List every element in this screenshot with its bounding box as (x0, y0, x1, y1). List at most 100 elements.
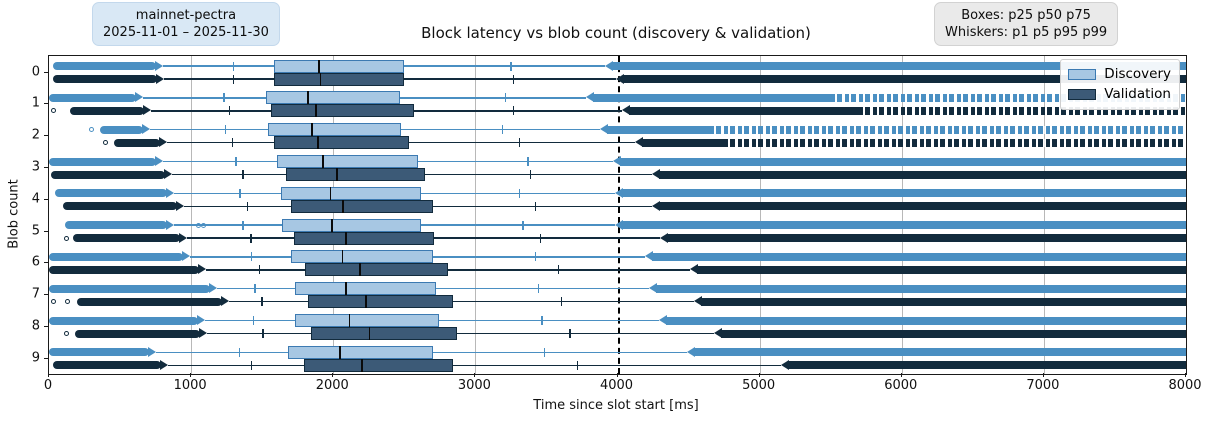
p5-cap-discovery-blob6 (250, 252, 253, 262)
low-outlier-band-validation-blob7 (77, 297, 223, 306)
y-tickmark-2 (44, 135, 48, 137)
p1-arrow-validation-blob8 (199, 328, 208, 339)
p95-cap-validation-blob0 (513, 74, 515, 84)
p99-arrow-validation-blob8 (714, 328, 723, 339)
y-tickmark-1 (44, 103, 48, 105)
box-discovery-blob9 (287, 345, 433, 359)
p1-arrow-discovery-blob3 (155, 156, 164, 167)
y-ticklabel-8: 8 (31, 318, 40, 334)
outlier-dot-discovery-blob8-0 (59, 318, 65, 324)
high-outlier-band-discovery-blob2 (607, 125, 710, 134)
outlier-dot-discovery-blob2-0 (89, 127, 95, 133)
high-outlier-band-discovery-blob8 (665, 316, 1186, 325)
median-validation-blob8 (368, 327, 371, 341)
p1-arrow-discovery-blob2 (141, 124, 150, 135)
p5-cap-validation-blob3 (242, 170, 244, 180)
low-outlier-band-discovery-blob4 (55, 189, 168, 198)
y-tickmark-0 (44, 71, 48, 73)
p95-cap-validation-blob1 (513, 106, 515, 116)
median-discovery-blob8 (348, 314, 351, 328)
high-outlier-band-validation-blob9 (787, 361, 1186, 370)
low-outlier-band-discovery-blob8 (49, 316, 199, 325)
p1-arrow-discovery-blob5 (166, 219, 175, 230)
box-validation-blob9 (304, 358, 454, 372)
p5-cap-discovery-blob1 (223, 93, 225, 103)
y-tickmark-7 (44, 294, 48, 296)
median-validation-blob0 (319, 72, 322, 86)
p95-cap-validation-blob5 (540, 233, 542, 243)
box-validation-blob5 (294, 231, 435, 245)
p99-arrow-discovery-blob9 (687, 346, 696, 357)
p5-cap-validation-blob2 (231, 138, 234, 148)
p99-arrow-discovery-blob3 (613, 156, 622, 167)
high-outlier-band-discovery-blob1 (593, 93, 831, 102)
dataset-name: mainnet-pectra (135, 8, 237, 23)
x-axis-label: Time since slot start [ms] (533, 398, 699, 413)
p1-arrow-discovery-blob9 (147, 346, 156, 357)
median-validation-blob3 (335, 168, 338, 182)
boxes-definition: Boxes: p25 p50 p75 (961, 8, 1091, 23)
p99-arrow-validation-blob2 (634, 137, 643, 148)
p1-arrow-validation-blob1 (143, 105, 152, 116)
p99-arrow-discovery-blob2 (600, 124, 609, 135)
x-ticklabel-1000: 1000 (173, 378, 207, 393)
box-discovery-blob4 (280, 186, 422, 200)
high-outlier-band-discovery-blob7 (655, 284, 1186, 293)
high-outlier-band-discovery-blob9 (694, 348, 1186, 357)
high-outlier-band-validation-blob5 (667, 234, 1186, 243)
low-outlier-band-discovery-blob5 (65, 221, 168, 230)
high-outlier-speckle-validation-blob2 (724, 138, 1186, 147)
high-outlier-speckle-validation-blob1 (859, 106, 1186, 115)
x-ticklabel-6000: 6000 (884, 378, 918, 393)
y-tickmark-6 (44, 262, 48, 264)
outlier-dot-discovery-blob7-0 (66, 286, 72, 292)
box-discovery-blob1 (266, 91, 401, 105)
p1-arrow-validation-blob7 (221, 296, 230, 307)
legend-swatch-discovery (1068, 68, 1097, 80)
outlier-dot-validation-blob2-0 (103, 140, 109, 146)
x-ticklabel-0: 0 (43, 378, 53, 393)
p5-cap-discovery-blob3 (235, 157, 237, 167)
gridline-x-1000 (191, 56, 193, 374)
low-outlier-band-validation-blob4 (63, 202, 177, 211)
median-validation-blob9 (361, 358, 364, 372)
gridline-x-3000 (475, 56, 477, 374)
dataset-daterange: 2025-11-01 – 2025-11-30 (103, 25, 269, 41)
outlier-dot-validation-blob0-1 (58, 76, 64, 82)
p1-arrow-discovery-blob0 (154, 60, 163, 71)
p99-arrow-discovery-blob8 (658, 315, 667, 326)
y-ticklabel-7: 7 (31, 286, 40, 302)
p5-cap-discovery-blob4 (239, 188, 241, 198)
p5-cap-validation-blob7 (261, 297, 263, 307)
p1-arrow-validation-blob2 (158, 137, 167, 148)
p1-arrow-validation-blob0 (156, 73, 165, 84)
p5-cap-validation-blob8 (262, 329, 264, 339)
p5-cap-discovery-blob0 (233, 61, 235, 71)
high-outlier-band-validation-blob6 (696, 265, 1186, 274)
outlier-dot-validation-blob7-1 (64, 299, 70, 305)
x-tickmark-6000 (900, 373, 902, 377)
legend: Discovery Validation (1060, 59, 1180, 110)
chart-title: Block latency vs blob count (discovery &… (421, 24, 811, 42)
p5-cap-validation-blob6 (258, 265, 261, 275)
p99-arrow-validation-blob3 (651, 169, 660, 180)
p99-arrow-discovery-blob7 (648, 283, 657, 294)
legend-swatch-validation (1068, 88, 1097, 100)
whisker-line-validation-blob8 (207, 332, 715, 335)
plot-area: Discovery Validation (48, 55, 1187, 375)
legend-entry-validation: Validation (1068, 84, 1171, 104)
p95-cap-validation-blob3 (530, 170, 532, 180)
low-outlier-band-validation-blob0 (53, 75, 158, 84)
box-validation-blob4 (291, 199, 433, 213)
p5-cap-discovery-blob5 (242, 220, 244, 230)
x-ticklabel-7000: 7000 (1026, 378, 1060, 393)
outlier-dot-discovery-blob4-0 (62, 190, 68, 196)
low-outlier-band-validation-blob6 (49, 265, 200, 274)
p95-cap-discovery-blob1 (504, 93, 506, 103)
p5-cap-validation-blob9 (250, 360, 253, 370)
p99-arrow-discovery-blob0 (604, 60, 613, 71)
low-outlier-band-discovery-blob6 (49, 252, 183, 261)
box-validation-blob2 (273, 136, 409, 150)
gridline-x-2000 (333, 56, 335, 374)
